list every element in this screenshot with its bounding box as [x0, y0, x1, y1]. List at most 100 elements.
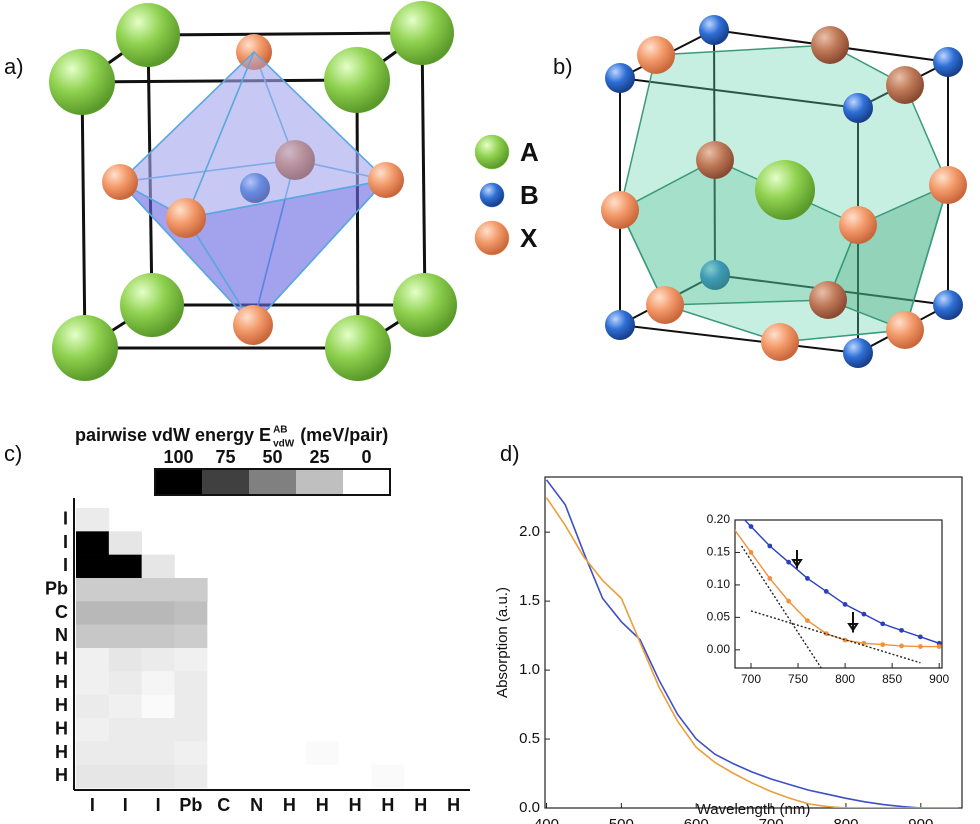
heatmap-cell	[108, 764, 142, 789]
column-label: N	[250, 795, 263, 815]
heatmap-cell	[207, 601, 241, 625]
panel-label: b)	[553, 54, 573, 79]
colorbar-segment	[249, 469, 296, 495]
heatmap-cell	[108, 554, 142, 579]
heatmap-cell	[76, 531, 110, 555]
atom	[102, 164, 138, 200]
panel-label: c)	[4, 441, 22, 466]
y-tick-label: 0.00	[707, 642, 731, 656]
heatmap-cell	[108, 531, 142, 555]
atom	[646, 286, 684, 324]
data-point	[861, 611, 867, 617]
y-tick-label: 0.05	[707, 610, 731, 624]
crystal-structures	[49, 1, 967, 381]
x-tick-label: 900	[929, 672, 949, 686]
heatmap-cell	[141, 554, 175, 579]
data-point	[786, 559, 792, 565]
x-axis-label: Wavelength (nm)	[697, 801, 811, 818]
column-label: H	[283, 795, 296, 815]
heatmap-cell	[76, 648, 110, 672]
data-point	[917, 644, 923, 649]
atom	[811, 26, 849, 64]
heatmap-cell	[240, 624, 274, 649]
bond	[80, 81, 87, 349]
atom	[933, 290, 963, 320]
heatmap-cell	[174, 741, 208, 765]
column-label: Pb	[179, 795, 202, 815]
legend-label: A	[520, 137, 539, 167]
heatmap-cell	[141, 601, 175, 625]
column-label: I	[90, 795, 95, 815]
y-tick-label: 0.15	[707, 545, 731, 559]
data-point	[917, 634, 923, 640]
heatmap-cell	[174, 764, 208, 789]
heatmap-cell	[305, 741, 339, 765]
heatmap-cell	[305, 764, 339, 789]
heatmap-cell	[76, 694, 110, 719]
heatmap-cell	[207, 648, 241, 672]
legend-marker	[474, 220, 510, 256]
heatmap-cell	[76, 508, 110, 532]
data-point	[899, 643, 904, 649]
x-tick-label: 600	[684, 816, 709, 824]
row-label: H	[55, 742, 68, 762]
column-label: H	[349, 795, 362, 815]
colorbar-segment	[202, 469, 249, 495]
y-axis-label: Absorption (a.u.)	[494, 587, 511, 698]
heatmap-cell	[338, 718, 372, 742]
atom	[839, 206, 877, 244]
heatmap-cell	[174, 694, 208, 719]
row-label: H	[55, 648, 68, 668]
heatmap-cell	[305, 694, 339, 719]
atom	[843, 93, 873, 123]
data-line	[750, 610, 921, 664]
colorbar-tick-label: 75	[215, 447, 235, 467]
heatmap-cell	[76, 741, 110, 765]
heatmap-cell	[207, 671, 241, 695]
title-unit: (meV/pair)	[300, 425, 388, 445]
colorbar-tick-label: 25	[309, 447, 329, 467]
heatmap-cell	[338, 741, 372, 765]
data-point	[748, 550, 754, 555]
row-label: N	[55, 625, 68, 645]
heatmap-cell	[273, 764, 307, 789]
heatmap-cell	[404, 741, 438, 765]
heatmap-cell	[141, 694, 175, 719]
atom	[166, 198, 206, 238]
heatmap-cell	[240, 718, 274, 742]
atom	[843, 338, 873, 368]
row-label: H	[55, 765, 68, 785]
colorbar-segment	[296, 469, 343, 495]
heatmap-cell	[404, 764, 438, 789]
atom	[699, 15, 729, 45]
colorbar-tick-label: 100	[163, 447, 193, 467]
heatmap-cell	[141, 764, 175, 789]
heatmap-cell	[108, 601, 142, 625]
heatmap-cell	[141, 624, 175, 649]
heatmap-cell	[174, 671, 208, 695]
x-tick-label: 750	[788, 672, 808, 686]
colorbar-segment	[343, 469, 390, 495]
heatmap-cell	[141, 578, 175, 602]
heatmap-cell	[207, 741, 241, 765]
atom	[49, 49, 115, 115]
legend-label: X	[520, 223, 538, 253]
data-point	[880, 621, 886, 627]
heatmap-cell	[240, 764, 274, 789]
arrow	[791, 550, 803, 570]
data-point	[936, 644, 942, 649]
row-label: I	[63, 532, 68, 552]
heatmap-cell	[108, 694, 142, 719]
atom	[755, 160, 815, 220]
atom	[809, 281, 847, 319]
row-label: Pb	[45, 578, 68, 598]
legend-marker	[479, 182, 505, 208]
title-subscript: vdW	[273, 439, 295, 450]
bond	[619, 77, 859, 109]
heatmap-cell	[174, 624, 208, 649]
row-label: H	[55, 695, 68, 715]
data-line	[545, 497, 959, 808]
atom	[325, 315, 391, 381]
y-tick-label: 0.20	[707, 512, 731, 526]
